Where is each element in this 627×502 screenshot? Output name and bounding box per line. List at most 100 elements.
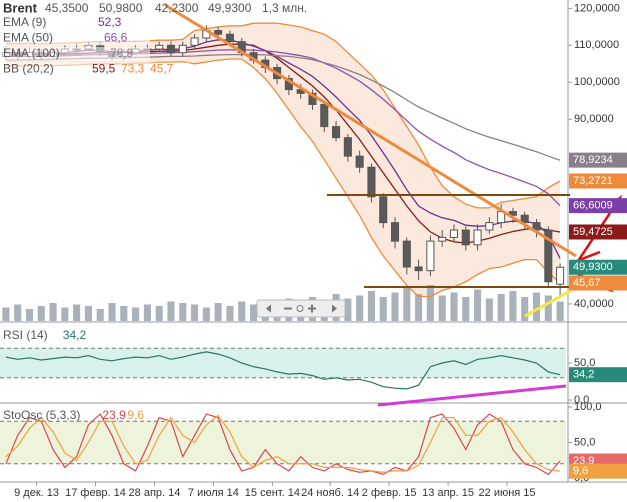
candle-body: [449, 229, 459, 238]
volume-bar: [426, 285, 434, 321]
candle-body: [214, 30, 223, 35]
legend-bg: [0, 62, 190, 77]
volume-label: 1,3 млн.: [262, 1, 307, 15]
y-tick-label: 100,0000: [574, 76, 620, 88]
volume-bar: [474, 289, 482, 321]
instrument-title: Brent: [3, 0, 38, 15]
volume-bar: [191, 304, 199, 321]
support-line: [524, 288, 573, 318]
candle-body: [532, 222, 541, 231]
close-label: 49,9300: [208, 1, 252, 15]
x-tick-label: 13 апр. 15: [422, 487, 474, 499]
nav-left[interactable]: [266, 304, 271, 313]
legend-value: 34,2: [63, 328, 87, 342]
candle-body: [485, 222, 494, 231]
x-tick-label: 24 нояб. 14: [301, 487, 359, 499]
nav-bar: [256, 299, 346, 318]
y-tick-label: 40,0000: [574, 298, 614, 310]
volume-bar: [403, 288, 411, 321]
axis-background: [568, 0, 627, 502]
price-tag: [569, 367, 627, 383]
candle-body: [178, 44, 187, 54]
candle-body: [343, 137, 352, 157]
price-tag-label: 49,9300: [573, 261, 613, 273]
candle-body: [414, 266, 423, 272]
price-tag: [569, 275, 627, 291]
y-tick-label: 120,0000: [574, 2, 620, 14]
price-tag-label: 34,2: [573, 369, 594, 381]
trend-line: [164, 3, 577, 258]
legend-value: 23,9: [102, 408, 126, 422]
legend-value: 52,3: [98, 15, 122, 29]
legend-name: EMA (9): [3, 15, 46, 29]
volume-bar: [14, 304, 22, 321]
candle-body: [225, 33, 234, 43]
drawings: [164, 3, 623, 407]
candle-body: [332, 126, 341, 139]
nav-zoom-in[interactable]: [308, 304, 316, 313]
volume-bar: [132, 307, 140, 321]
volume-bar: [202, 307, 210, 321]
volume-bar: [96, 309, 104, 321]
x-tick-label: 2 февр. 15: [362, 487, 417, 499]
price-tag-label: 9,6: [573, 465, 588, 477]
volume-bar: [415, 294, 423, 321]
volume-bar: [367, 291, 375, 321]
volume-bar: [356, 295, 364, 321]
y-tick-label: 0,0: [574, 394, 589, 406]
x-tick-label: 9 дек. 13: [14, 487, 59, 499]
open-label: 45,3500: [45, 1, 89, 15]
price-tag: [569, 224, 627, 240]
plot-layer: [1, 22, 565, 476]
candle-body: [390, 222, 400, 242]
y-tick-label: 110,0000: [574, 39, 619, 51]
volume-bar: [344, 298, 352, 321]
legend-bg: [0, 16, 150, 30]
y-tick-label: 50,0: [574, 357, 595, 369]
x-tick-label: 17 февр. 14: [65, 487, 126, 499]
legend-bg: [0, 31, 150, 46]
candle-body: [426, 240, 435, 272]
y-tick-label: 100,0: [574, 401, 602, 413]
axis-layer: 9 дек. 13 17 февр. 14 28 апр. 14 7 июля 14 1…: [14, 2, 627, 499]
navigator[interactable]: [256, 299, 346, 318]
y-tick-label: 50,0: [574, 436, 595, 448]
nav-right[interactable]: [332, 304, 337, 313]
y-tick-label: 90,0000: [574, 113, 614, 125]
oscillator-line: [5, 414, 561, 473]
divergence-line: [377, 384, 567, 407]
volume-bar: [462, 297, 470, 321]
nav-reset[interactable]: [296, 305, 304, 312]
price-tag-label: 78,9234: [573, 154, 613, 166]
candle-body: [166, 44, 176, 54]
legend-name: EMA (100): [3, 46, 60, 60]
legend-value: 9,6: [127, 408, 144, 422]
price-tag-label: 59,4725: [573, 226, 613, 238]
legend-value: 59,5: [92, 62, 116, 76]
candle-body: [367, 166, 376, 198]
volume-bar: [84, 306, 92, 321]
price-tag-label: 66,6009: [573, 200, 613, 212]
volume-bar: [532, 292, 541, 321]
legend-value: 66,6: [104, 31, 128, 45]
oscillator-line: [5, 413, 561, 476]
panel-title: RSI (14): [3, 328, 48, 342]
volume-bar: [61, 307, 69, 321]
volume-bar: [214, 303, 222, 321]
volume-bar: [438, 295, 446, 321]
volume-bar: [226, 306, 234, 321]
legend-layer: Brent 45,3500 50,9800 42,2300 49,9300 1,…: [0, 0, 307, 422]
volume-bar: [49, 303, 57, 321]
high-label: 50,9800: [99, 1, 143, 15]
legend-name: BB (20,2): [3, 62, 54, 76]
bollinger-fill: [5, 23, 561, 297]
volume-bar: [179, 303, 187, 321]
volume-bar: [73, 304, 81, 321]
legend-value: 78,9: [110, 46, 134, 60]
volume-bar: [379, 297, 387, 321]
candle-body: [402, 240, 411, 268]
level-band: [0, 421, 566, 464]
x-tick-label: 7 июля 14: [188, 487, 239, 499]
candle-body: [190, 37, 199, 46]
